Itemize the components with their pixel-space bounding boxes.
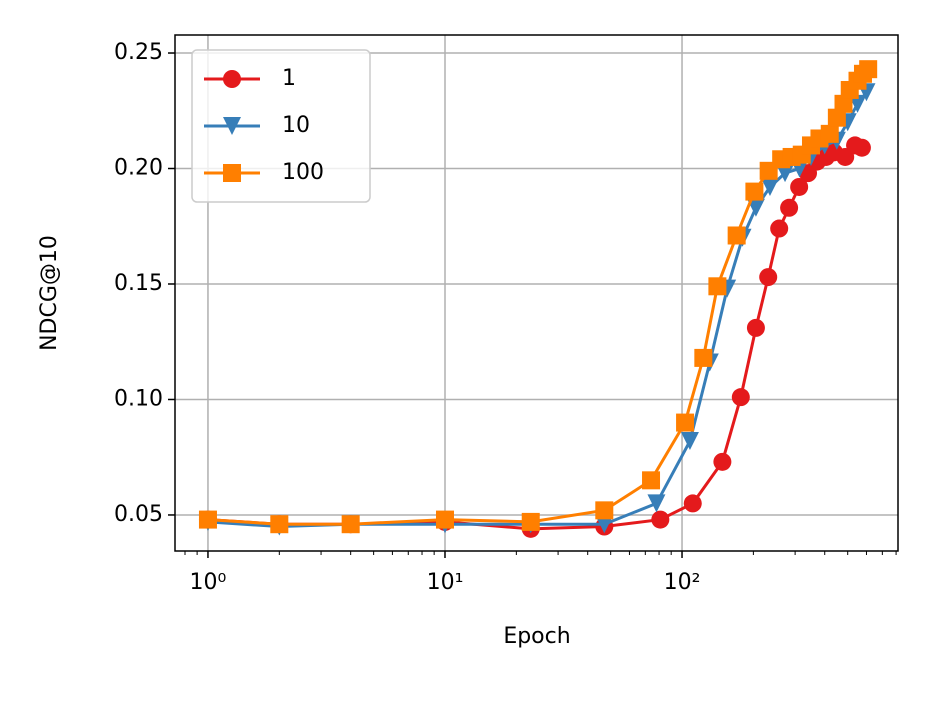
plot-frame [174,34,899,552]
marker [859,60,878,79]
line [207,143,863,531]
y-axis-label: NDCG@10 [37,235,62,351]
x-tick-label: 10² [664,570,701,595]
legend-label: 1 [282,66,296,91]
marker [827,108,846,127]
marker [820,124,839,143]
marker [595,515,614,534]
legend-label: 100 [282,160,324,185]
marker [651,510,670,529]
marker [435,510,454,529]
marker [746,318,765,337]
legend-marker [223,164,241,182]
x-tick-label: 10⁰ [190,570,227,595]
marker [647,494,666,513]
marker [780,198,799,217]
marker [680,432,699,451]
marker [713,452,732,471]
legend-marker [223,70,241,88]
y-tick-label: 0.15 [114,271,163,296]
marker [708,277,727,296]
marker [642,471,661,490]
marker [198,510,217,529]
y-tick-label: 0.10 [114,386,163,411]
marker [848,94,867,113]
marker [683,494,702,513]
marker [270,515,289,534]
marker [731,388,750,407]
marker [852,138,871,157]
marker [759,268,778,287]
marker [760,177,779,196]
marker [595,501,614,520]
marker [341,515,360,534]
marker [776,164,795,183]
marker [770,219,789,238]
marker [521,512,540,531]
legend-label: 10 [282,113,310,138]
marker [790,177,809,196]
x-tick-label: 10¹ [427,570,464,595]
marker [676,413,695,432]
x-axis-label: Epoch [503,624,570,649]
marker [727,226,746,245]
marker [694,348,713,367]
marker [834,94,853,113]
y-tick-label: 0.20 [114,156,163,181]
marker [745,182,764,201]
y-tick-label: 0.05 [114,502,163,527]
y-tick-label: 0.25 [114,40,163,65]
legend-marker [223,117,241,135]
marker [746,198,765,217]
